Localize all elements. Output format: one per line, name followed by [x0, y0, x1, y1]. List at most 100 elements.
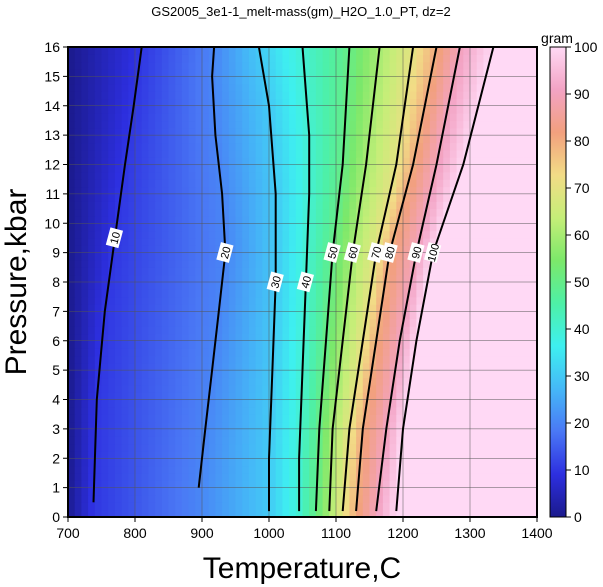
heatmap-cell — [108, 370, 116, 379]
heatmap-cell — [396, 193, 404, 202]
heatmap-cell — [181, 282, 190, 290]
heatmap-cell — [155, 171, 163, 180]
heatmap-cell — [449, 259, 458, 268]
heatmap-cell — [483, 252, 491, 261]
heatmap-cell — [282, 443, 290, 452]
heatmap-cell — [329, 296, 337, 305]
heatmap-cell — [470, 47, 478, 55]
heatmap-cell — [516, 414, 525, 423]
heatmap-cell — [490, 333, 498, 342]
heatmap-cell — [248, 392, 257, 401]
heatmap-cell — [436, 296, 444, 305]
heatmap-cell — [114, 54, 123, 63]
heatmap-cell — [470, 465, 478, 474]
heatmap-cell — [228, 421, 237, 430]
heatmap-cell — [456, 362, 464, 371]
colorbar-tick-label: 0 — [574, 509, 582, 525]
heatmap-cell — [289, 83, 297, 92]
heatmap-cell — [168, 384, 176, 393]
heatmap-cell — [382, 230, 391, 239]
heatmap-cell — [202, 502, 210, 511]
heatmap-cell — [114, 421, 123, 430]
heatmap-cell — [255, 179, 263, 188]
heatmap-cell — [235, 311, 243, 320]
heatmap-cell — [510, 282, 518, 290]
heatmap-cell — [228, 480, 237, 489]
heatmap-cell — [235, 296, 243, 305]
heatmap-cell — [342, 208, 350, 217]
heatmap-cell — [275, 436, 283, 445]
heatmap-cell — [141, 348, 149, 357]
heatmap-cell — [255, 274, 263, 283]
heatmap-cell — [68, 443, 76, 452]
heatmap-cell — [275, 113, 283, 122]
heatmap-cell — [248, 127, 257, 136]
heatmap-cell — [470, 377, 478, 386]
heatmap-cell — [141, 450, 149, 459]
heatmap-cell — [496, 171, 505, 180]
heatmap-cell — [389, 259, 397, 268]
heatmap-cell — [409, 135, 417, 144]
heatmap-cell — [376, 69, 384, 77]
heatmap-cell — [282, 179, 290, 188]
heatmap-cell — [463, 355, 471, 364]
heatmap-cell — [376, 289, 384, 298]
heatmap-cell — [181, 333, 190, 342]
heatmap-cell — [114, 61, 123, 70]
heatmap-cell — [463, 377, 471, 386]
heatmap-cell — [376, 465, 384, 474]
heatmap-cell — [121, 362, 129, 371]
heatmap-cell — [255, 171, 263, 180]
heatmap-cell — [449, 370, 458, 379]
heatmap-cell — [530, 289, 538, 298]
heatmap-cell — [68, 186, 76, 195]
heatmap-cell — [336, 428, 344, 437]
heatmap-cell — [476, 171, 484, 180]
heatmap-cell — [202, 296, 210, 305]
heatmap-cell — [269, 472, 277, 481]
heatmap-cell — [403, 274, 411, 283]
heatmap-cell — [329, 465, 337, 474]
heatmap-cell — [181, 450, 190, 459]
heatmap-cell — [389, 54, 397, 63]
heatmap-cell — [302, 171, 310, 180]
heatmap-cell — [101, 142, 109, 151]
heatmap-cell — [490, 245, 498, 254]
heatmap-cell — [342, 267, 350, 276]
heatmap-cell — [181, 436, 190, 445]
heatmap-cell — [235, 421, 243, 430]
heatmap-cell — [396, 83, 404, 92]
heatmap-cell — [88, 245, 96, 254]
heatmap-cell — [222, 157, 230, 166]
heatmap-cell — [88, 237, 96, 246]
heatmap-cell — [235, 399, 243, 408]
heatmap-cell — [202, 157, 210, 166]
heatmap-cell — [309, 480, 317, 489]
heatmap-cell — [275, 355, 283, 364]
heatmap-cell — [429, 436, 438, 445]
heatmap-cell — [510, 171, 518, 180]
heatmap-cell — [275, 443, 283, 452]
heatmap-cell — [389, 296, 397, 305]
heatmap-cell — [449, 472, 458, 481]
heatmap-cell — [188, 296, 196, 305]
heatmap-cell — [476, 61, 484, 70]
heatmap-cell — [416, 348, 424, 357]
heatmap-cell — [382, 465, 391, 474]
heatmap-cell — [202, 259, 210, 268]
heatmap-cell — [315, 377, 324, 386]
heatmap-cell — [476, 458, 484, 467]
heatmap-cell — [135, 215, 143, 224]
heatmap-cell — [68, 61, 76, 70]
heatmap-cell — [349, 480, 357, 489]
heatmap-cell — [356, 392, 364, 401]
heatmap-cell — [530, 113, 538, 122]
heatmap-cell — [476, 443, 484, 452]
heatmap-cell — [255, 406, 263, 415]
heatmap-cell — [329, 340, 337, 349]
heatmap-cell — [195, 201, 203, 210]
heatmap-cell — [416, 355, 424, 364]
heatmap-cell — [208, 480, 216, 489]
heatmap-cell — [315, 186, 324, 195]
